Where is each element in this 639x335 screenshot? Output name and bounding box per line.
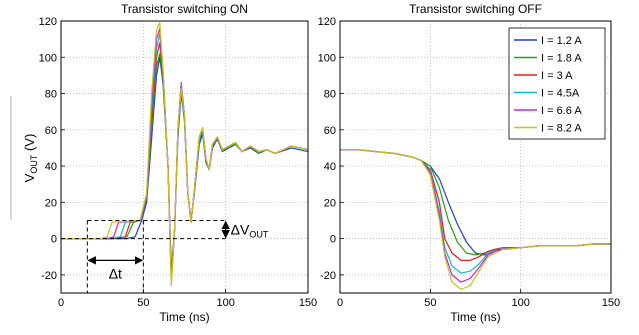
y-tick-label: 60	[324, 125, 336, 137]
y-tick-label: 100	[39, 52, 57, 64]
x-tick-label: 0	[58, 297, 64, 309]
x-tick-label: 50	[424, 297, 436, 309]
legend-label: I = 1.8 A	[541, 53, 582, 65]
legend: I = 1.2 A I = 1.8 A I = 3 A I = 4.5A I = 6.6…	[509, 28, 605, 139]
legend-label: I = 8.2 A	[541, 123, 582, 135]
series-line-on-6	[61, 23, 308, 286]
x-tick-label: 100	[511, 297, 529, 309]
series-line-off-6	[340, 150, 611, 290]
series-group-left	[61, 23, 308, 286]
chart-title-left: Transistor switching ON	[121, 2, 248, 16]
y-tick-label: 60	[45, 125, 57, 137]
x-axis-label-right: Time (ns)	[450, 310, 500, 324]
x-tick-label: 150	[602, 297, 620, 309]
x-tick-label: 0	[337, 297, 343, 309]
x-tick-label: 150	[299, 297, 317, 309]
delta-v-sub: OUT	[249, 230, 269, 240]
series-line-on-2	[61, 54, 308, 275]
y-tick-label: 120	[39, 16, 57, 28]
ticks-left: 0 50 100 150 -20 0 20 40 60 80 100 120	[39, 16, 318, 309]
x-tick-label: 50	[137, 297, 149, 309]
chart-title-right: Transistor switching OFF	[409, 2, 542, 16]
svg-text:VOUT (V): VOUT (V)	[22, 134, 39, 183]
series-line-on-5	[61, 28, 308, 284]
y-tick-label: 0	[330, 234, 336, 246]
y-tick-label: -20	[320, 270, 336, 282]
grid-left	[61, 21, 308, 293]
y-axis-label-left: VOUT (V)	[11, 96, 39, 220]
plot-frame-left	[61, 21, 308, 293]
y-tick-label: 20	[45, 197, 57, 209]
legend-label: I = 1.2 A	[541, 35, 582, 47]
y-tick-label: 40	[324, 161, 336, 173]
y-tick-label: 100	[318, 52, 336, 64]
y-tick-label: 40	[45, 161, 57, 173]
y-axis-label-main: V	[22, 173, 37, 182]
series-line-on-4	[61, 34, 308, 282]
y-tick-label: 20	[324, 197, 336, 209]
series-line-off-5	[340, 150, 611, 282]
y-axis-label-sub: OUT	[29, 154, 39, 174]
panel-switching-off: 0 50 100 150 -20 0 20 40 60 80 100 120 Transistor s…	[318, 2, 621, 324]
panel-switching-on: 0 50 100 150 -20 0 20 40 60 80 100 120 Transistor s…	[11, 2, 317, 324]
legend-label: I = 3 A	[541, 70, 573, 82]
y-tick-label: -20	[41, 270, 57, 282]
legend-label: I = 4.5A	[541, 88, 580, 100]
y-axis-label-unit: (V)	[22, 134, 37, 151]
delta-v-label: ΔVOUT	[231, 222, 269, 240]
annotations-left: Δt ΔVOUT	[61, 220, 269, 293]
x-axis-label-left: Time (ns)	[159, 310, 209, 324]
x-tick-label: 100	[216, 297, 234, 309]
y-tick-label: 80	[324, 89, 336, 101]
y-tick-label: 0	[51, 234, 57, 246]
y-tick-label: 80	[45, 89, 57, 101]
y-tick-label: 120	[318, 16, 336, 28]
legend-label: I = 6.6 A	[541, 105, 582, 117]
series-line-on-3	[61, 43, 308, 279]
delta-v-main: ΔV	[231, 222, 250, 238]
series-group-right	[340, 150, 611, 290]
delta-t-label: Δt	[109, 265, 122, 281]
